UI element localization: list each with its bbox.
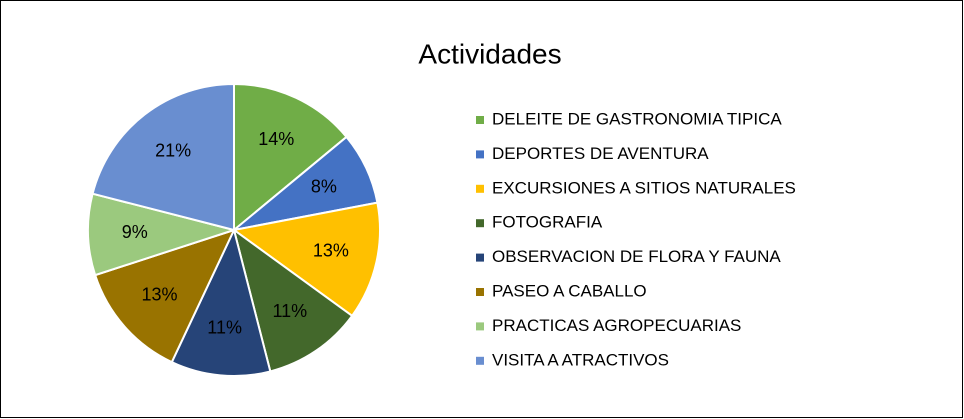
data-label: 21% bbox=[155, 140, 191, 160]
legend-label: EXCURSIONES A SITIOS NATURALES bbox=[492, 178, 796, 197]
data-label: 13% bbox=[142, 284, 178, 304]
legend-swatch bbox=[476, 356, 484, 365]
legend-swatch bbox=[476, 288, 484, 296]
data-label: 9% bbox=[122, 222, 148, 242]
legend-swatch bbox=[476, 116, 484, 124]
pie-slice bbox=[93, 228, 236, 364]
data-label: 8% bbox=[311, 176, 337, 196]
legend-label: OBSERVACION DE FLORA Y FAUNA bbox=[492, 247, 781, 266]
legend-swatch bbox=[476, 322, 484, 331]
legend-label: PRACTICAS AGROPECUARIAS bbox=[492, 316, 741, 335]
data-label: 13% bbox=[313, 240, 349, 260]
data-label: 11% bbox=[272, 301, 307, 321]
pie-slice bbox=[170, 227, 272, 377]
legend-swatch bbox=[476, 219, 484, 228]
legend-label: DEPORTES DE AVENTURA bbox=[492, 144, 709, 163]
pie-slice bbox=[87, 192, 238, 277]
chart-title: Actividades bbox=[418, 38, 561, 69]
data-label: 14% bbox=[258, 129, 294, 149]
legend-swatch bbox=[476, 253, 484, 262]
legend-label: PASEO A CABALLO bbox=[492, 281, 647, 300]
pie-slice bbox=[233, 82, 348, 233]
data-label: 11% bbox=[207, 318, 242, 338]
legend-label: FOTOGRAFIA bbox=[492, 213, 603, 232]
legend-swatch bbox=[476, 184, 484, 193]
legend-label: DELEITE DE GASTRONOMIA TIPICA bbox=[492, 109, 782, 128]
pie-slice bbox=[231, 201, 381, 318]
legend-label: VISITA A ATRACTIVOS bbox=[492, 350, 669, 369]
pie-slice bbox=[91, 82, 235, 232]
pie-slice bbox=[232, 227, 354, 373]
legend-swatch bbox=[476, 150, 484, 159]
